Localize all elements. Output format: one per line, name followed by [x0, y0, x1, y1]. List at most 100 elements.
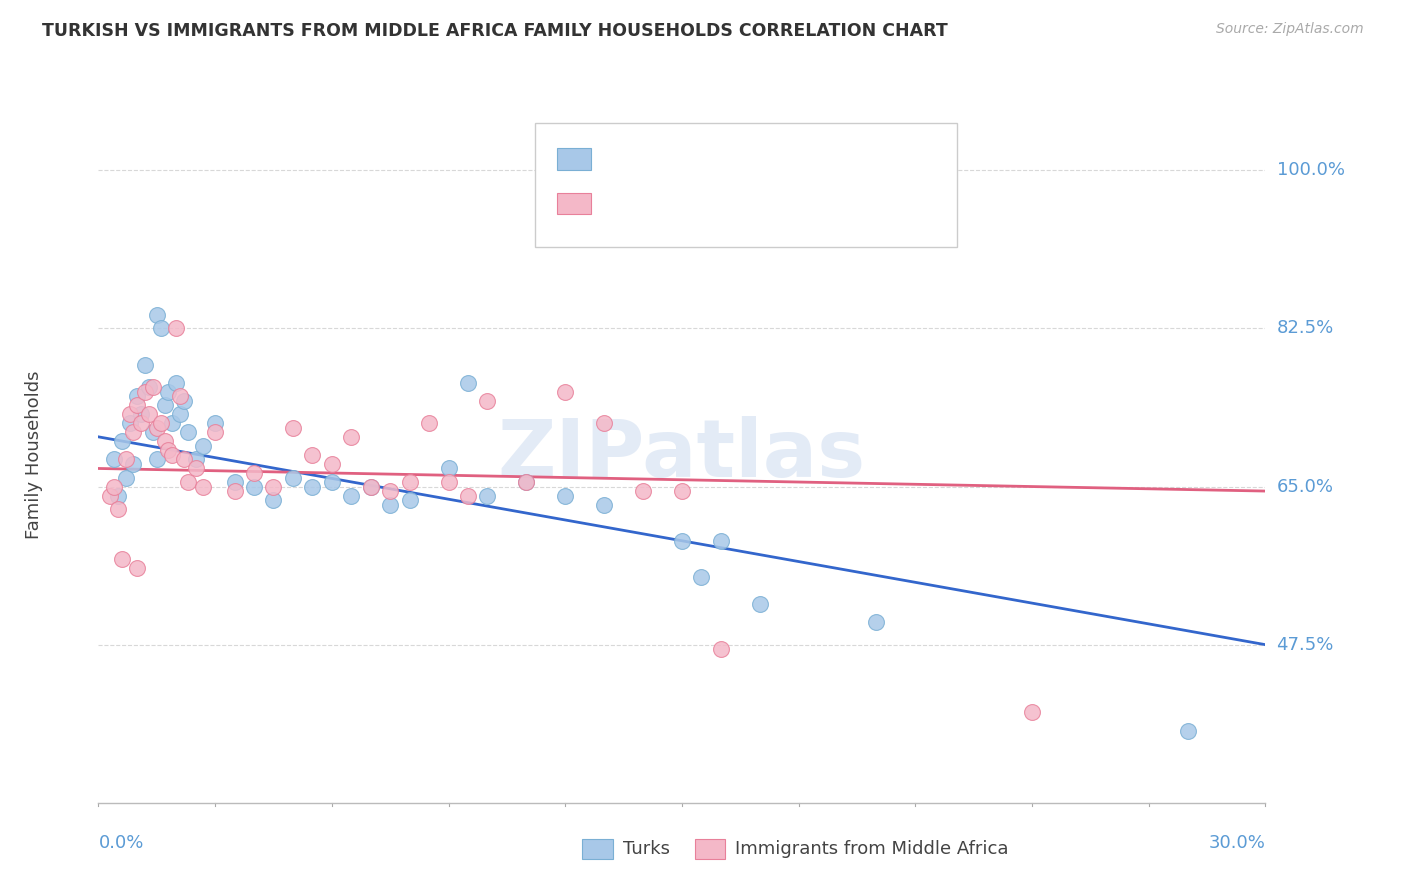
Point — [173, 393, 195, 408]
Point — [177, 425, 200, 440]
Point — [457, 376, 479, 390]
Point — [114, 470, 136, 484]
Point — [262, 493, 284, 508]
Point — [554, 489, 576, 503]
Point — [865, 615, 887, 629]
Point — [114, 452, 136, 467]
Point — [301, 448, 323, 462]
Point — [477, 393, 499, 408]
Point — [437, 475, 460, 489]
Point — [142, 425, 165, 440]
Point — [138, 407, 160, 421]
Point — [134, 358, 156, 372]
Point — [204, 425, 226, 440]
Point — [173, 452, 195, 467]
Point — [204, 417, 226, 431]
Point — [157, 384, 180, 399]
Point — [111, 434, 134, 449]
Point — [378, 498, 402, 512]
Text: Family Households: Family Households — [25, 371, 44, 539]
Point — [129, 417, 152, 431]
Text: 65.0%: 65.0% — [1277, 477, 1333, 496]
Point — [142, 380, 165, 394]
Point — [671, 484, 693, 499]
Point — [162, 448, 184, 462]
Point — [193, 439, 215, 453]
Point — [457, 489, 479, 503]
Point — [153, 398, 176, 412]
Point — [243, 466, 266, 480]
Point — [127, 561, 149, 575]
Point — [129, 407, 152, 421]
Point — [127, 389, 149, 403]
Point — [1021, 706, 1043, 720]
Point — [748, 597, 770, 611]
Point — [690, 570, 713, 584]
Point — [149, 321, 172, 335]
Point — [224, 475, 246, 489]
Point — [127, 398, 149, 412]
Point — [671, 533, 693, 548]
Point — [554, 384, 576, 399]
Point — [243, 479, 266, 493]
Text: 82.5%: 82.5% — [1277, 319, 1334, 337]
Point — [169, 389, 191, 403]
Text: 100.0%: 100.0% — [1277, 161, 1344, 179]
Text: TURKISH VS IMMIGRANTS FROM MIDDLE AFRICA FAMILY HOUSEHOLDS CORRELATION CHART: TURKISH VS IMMIGRANTS FROM MIDDLE AFRICA… — [42, 22, 948, 40]
Point — [321, 457, 343, 471]
Point — [262, 479, 284, 493]
Point — [98, 489, 121, 503]
Point — [360, 479, 382, 493]
Point — [340, 430, 363, 444]
Text: Source: ZipAtlas.com: Source: ZipAtlas.com — [1216, 22, 1364, 37]
Point — [184, 452, 207, 467]
Text: R = −0.422: R = −0.422 — [603, 150, 717, 168]
Point — [281, 470, 304, 484]
Point — [184, 461, 207, 475]
Point — [515, 475, 537, 489]
Point — [631, 484, 654, 499]
Point — [398, 475, 420, 489]
Point — [437, 461, 460, 475]
Point — [193, 479, 215, 493]
Point — [301, 479, 323, 493]
Point — [710, 533, 733, 548]
Point — [169, 407, 191, 421]
Point — [157, 443, 180, 458]
Point — [593, 417, 616, 431]
Point — [138, 380, 160, 394]
Point — [103, 452, 125, 467]
Point — [398, 493, 420, 508]
Text: Turks: Turks — [623, 840, 669, 858]
Point — [224, 484, 246, 499]
Point — [134, 384, 156, 399]
Point — [593, 498, 616, 512]
Point — [710, 642, 733, 657]
Text: N = 46: N = 46 — [765, 150, 832, 168]
Text: R = −0.060: R = −0.060 — [603, 194, 717, 212]
Point — [111, 551, 134, 566]
Point — [515, 475, 537, 489]
Text: N = 46: N = 46 — [765, 194, 832, 212]
Text: 30.0%: 30.0% — [1209, 834, 1265, 853]
Point — [1177, 723, 1199, 738]
Point — [340, 489, 363, 503]
Point — [281, 421, 304, 435]
Point — [146, 421, 169, 435]
Point — [477, 489, 499, 503]
Text: 0.0%: 0.0% — [98, 834, 143, 853]
Point — [162, 417, 184, 431]
Point — [103, 479, 125, 493]
Point — [153, 434, 176, 449]
Text: 47.5%: 47.5% — [1277, 636, 1334, 654]
Point — [165, 321, 187, 335]
Point — [165, 376, 187, 390]
Point — [122, 425, 145, 440]
Point — [118, 407, 141, 421]
Text: Immigrants from Middle Africa: Immigrants from Middle Africa — [735, 840, 1010, 858]
Point — [107, 502, 129, 516]
Point — [118, 417, 141, 431]
Point — [360, 479, 382, 493]
Point — [146, 452, 169, 467]
Point — [146, 308, 169, 322]
